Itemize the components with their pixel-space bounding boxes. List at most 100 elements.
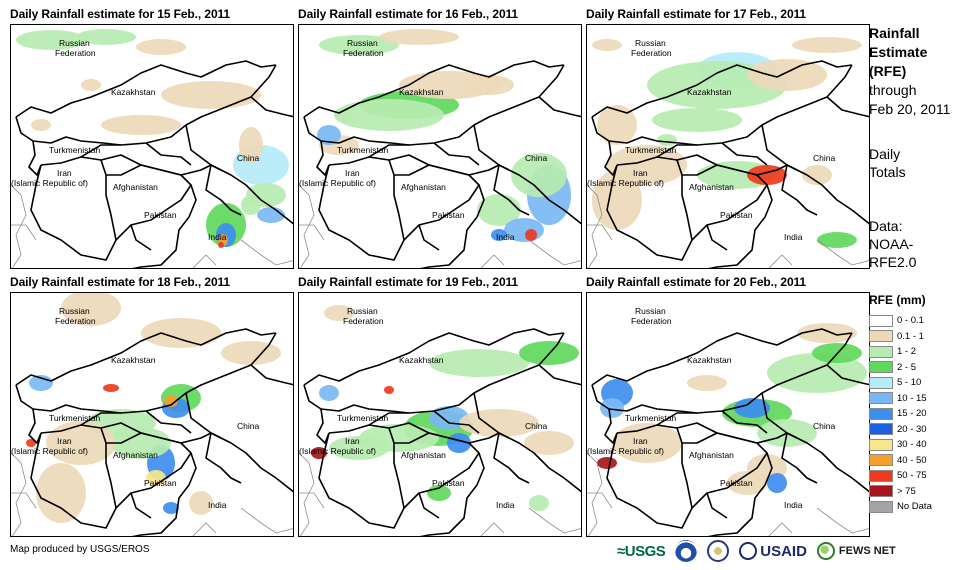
rainfall-area [524,431,574,455]
country-boundary [781,432,818,484]
side-data-line-1: Data: [869,218,903,234]
side-title: Rainfall Estimate (RFE) through Feb 20, … [869,24,965,119]
legend-swatch [869,438,893,451]
place-label-iran-1: Iran [633,168,648,178]
rainfall-map-panel: Daily Rainfall estimate for 18 Feb., 201… [10,275,294,537]
country-boundary [433,142,480,166]
legend-swatch [869,361,893,374]
place-label-india: India [784,500,803,510]
country-boundary [15,60,277,118]
country-boundary [826,96,869,118]
legend-label: 10 - 15 [897,392,927,404]
place-label-kazakhstan: Kazakhstan [399,87,444,97]
country-boundary [318,427,405,529]
rainfall-area [491,229,507,241]
side-totals-line-1: Daily [869,146,901,162]
legend-label: 0.1 - 1 [897,330,924,342]
legend-item: No Data [869,499,932,515]
country-boundary [80,412,121,426]
rainfall-area [163,502,179,514]
rainfall-area [257,207,285,223]
side-data-source: Data: NOAA- RFE2.0 [869,217,965,271]
place-label-afghanistan: Afghanistan [689,182,734,192]
legend-label: 20 - 30 [897,423,927,435]
rainfall-area [379,29,459,45]
place-label-pakistan: Pakistan [720,478,753,488]
place-label-china: China [813,153,836,163]
place-label-china: China [813,421,836,431]
country-boundary [80,144,121,158]
country-boundary [418,492,440,519]
country-boundary [591,64,853,146]
place-label-china: China [237,421,260,431]
side-data-line-2: NOAA- [869,236,914,252]
rainfall-area [317,125,341,145]
legend-label: 2 - 5 [897,361,917,373]
place-label-russia-1: Russian [635,38,666,48]
neighbour-boundary [299,452,315,536]
usaid-logo-text: USAID [760,542,807,560]
neighbour-boundary [299,492,325,509]
legend-title: RFE (mm) [869,293,926,307]
rainfall-area [592,39,622,51]
place-label-iran-1: Iran [345,436,360,446]
panel-title: Daily Rainfall estimate for 19 Feb., 201… [298,275,518,289]
rainfall-area [16,30,86,50]
place-label-iran-2: (Islamic Republic of) [299,178,376,188]
place-label-turkmenistan: Turkmenistan [625,413,677,423]
place-label-iran-2: (Islamic Republic of) [11,446,88,456]
rainfall-area [767,473,787,493]
place-label-russia-1: Russian [635,306,666,316]
neighbour-boundary [299,184,315,268]
rainfall-area [164,395,178,407]
country-boundary [130,224,152,251]
rainfall-area [61,293,121,326]
map-frame: Russian Federation Kazakhstan Turkmenistan I… [10,24,294,269]
place-label-russia-1: Russian [347,306,378,316]
neighbour-boundary [587,492,613,509]
country-boundary [493,432,530,484]
rainfall-map-panel: Daily Rainfall estimate for 20 Feb., 201… [586,275,870,537]
legend-item: 2 - 5 [869,360,932,376]
rainfall-area [319,385,339,401]
rainfall-area [511,153,567,197]
legend-swatch [869,392,893,405]
map-frame: Russian Federation Kazakhstan Turkmenistan I… [298,24,582,269]
country-boundary [131,184,197,268]
rainfall-map [11,293,293,536]
place-label-turkmenistan: Turkmenistan [49,145,101,155]
place-label-russia-1: Russian [59,306,90,316]
place-label-afghanistan: Afghanistan [113,182,158,192]
country-boundary [706,492,728,519]
rainfall-area [103,384,119,392]
legend-label: No Data [897,501,932,513]
country-boundary [205,164,242,216]
place-label-india: India [496,232,515,242]
country-boundary [250,96,293,118]
rainfall-area [797,323,857,343]
place-label-pakistan: Pakistan [144,478,177,488]
country-boundary [591,332,853,414]
noaa-seal-icon [675,540,698,562]
country-boundary [394,164,480,241]
place-label-iran-2: (Islamic Republic of) [299,446,376,456]
map-frame: Russian Federation Kazakhstan Turkmenistan I… [10,292,294,537]
place-label-afghanistan: Afghanistan [401,182,446,192]
country-boundary [493,164,530,216]
rainfall-area [429,349,529,377]
country-boundary [538,96,581,118]
rainfall-map-panel: Daily Rainfall estimate for 19 Feb., 201… [298,275,582,537]
place-label-turkmenistan: Turkmenistan [49,413,101,423]
legend-item: 30 - 40 [869,437,932,453]
legend-swatch [869,454,893,467]
country-boundary [538,364,581,386]
fews-net-logo-text: FEWS NET [838,545,896,557]
map-frame: Russian Federation Kazakhstan Turkmenistan I… [298,292,582,537]
state-dept-logo [707,540,730,562]
place-label-kazakhstan: Kazakhstan [687,355,732,365]
rainfall-area [817,232,857,248]
noaa-logo [675,540,698,562]
rainfall-area [221,341,281,365]
country-boundary [591,328,853,386]
neighbour-boundary [11,492,37,509]
